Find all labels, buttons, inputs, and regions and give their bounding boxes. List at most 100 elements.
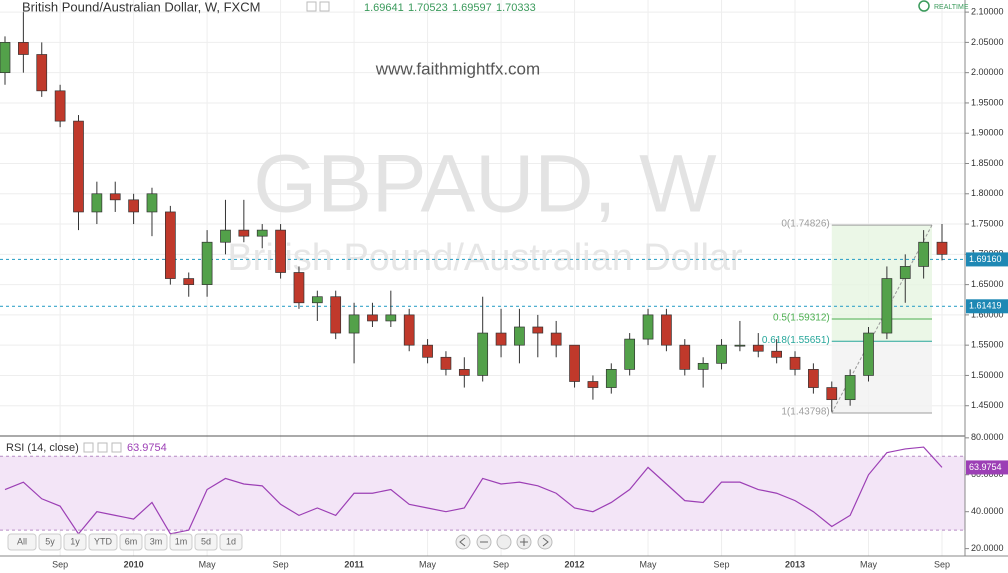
candle-body	[440, 356, 452, 370]
candle-body	[918, 241, 929, 267]
candle-body	[716, 344, 727, 364]
range-button[interactable]	[7, 533, 37, 551]
rsi-tag	[966, 460, 1008, 475]
candle-body	[587, 381, 599, 388]
range-label: 1y	[70, 536, 80, 546]
candle-body	[367, 314, 378, 322]
realtime-label: REALTIME	[934, 4, 969, 11]
y-tick-label: 1.45000	[971, 400, 1004, 410]
range-button[interactable]	[169, 533, 193, 551]
y-tick-label: 2.10000	[971, 6, 1004, 16]
x-tick-label: May	[199, 559, 217, 569]
candle-body	[477, 332, 489, 376]
candle-body	[679, 344, 691, 370]
y-tick-label: 1.75000	[971, 218, 1004, 228]
ohlc-value: 1.70523	[408, 2, 448, 14]
x-tick-label: May	[640, 559, 658, 569]
range-label: 1m	[175, 536, 188, 546]
range-label: All	[17, 536, 27, 546]
candle-body	[771, 350, 782, 358]
ohlc-values: 1.69641 1.70523 1.69597 1.70333	[364, 2, 536, 14]
icon[interactable]	[83, 442, 94, 453]
range-button[interactable]	[119, 533, 143, 551]
icon[interactable]	[97, 442, 108, 453]
candle-body	[165, 211, 176, 279]
y-tick-label: 1.80000	[971, 188, 1004, 198]
candle-body	[789, 356, 801, 370]
range-button[interactable]	[194, 533, 218, 551]
nav-reset[interactable]	[496, 534, 512, 550]
range-label: 6m	[125, 536, 138, 546]
y-tick-label: 40.0000	[971, 506, 1004, 516]
range-toolbar: All 5y 1y YTD 6m 3m 1m 5d 1d	[7, 533, 243, 551]
range-button[interactable]	[219, 533, 243, 551]
range-label: 1d	[226, 536, 236, 546]
y-tick-label: 1.90000	[971, 128, 1004, 138]
candle-body	[36, 54, 48, 92]
nav-buttons	[455, 534, 553, 550]
range-button[interactable]	[144, 533, 168, 551]
candle-body	[311, 296, 323, 304]
range-label: YTD	[94, 536, 113, 546]
y-tick-label: 1.50000	[971, 370, 1004, 380]
ohlc-value: 1.69641	[364, 2, 404, 14]
x-tick-label: 2013	[785, 559, 805, 569]
rsi-tag-label: 63.9754	[969, 462, 1002, 472]
realtime-icon	[918, 0, 930, 12]
y-tick-label: 1.55000	[971, 340, 1004, 350]
y-tick-label: 2.05000	[971, 37, 1004, 47]
x-tick-label: Sep	[273, 559, 289, 569]
nav-glyphs	[459, 537, 549, 547]
y-tick-label: 80.0000	[971, 432, 1004, 442]
icon[interactable]	[111, 442, 122, 453]
range-button[interactable]	[88, 533, 118, 551]
ohlc-value: 1.70333	[496, 2, 536, 14]
candle-body	[220, 229, 231, 243]
y-tick-label: 1.95000	[971, 97, 1004, 107]
range-button[interactable]	[38, 533, 62, 551]
nav-right[interactable]	[537, 534, 553, 550]
candle-body	[495, 332, 507, 346]
candle-body	[385, 314, 397, 322]
candle-body	[256, 229, 268, 237]
candle-body	[844, 375, 856, 401]
candle-body	[550, 332, 562, 346]
marks: 0(1.74826) 0.5(1.59312) 0.618(1.55651) 1(1.…	[0, 12, 965, 535]
range-label: 5d	[201, 536, 211, 546]
candle-body	[422, 344, 433, 358]
candle-body	[808, 369, 819, 388]
rsi-line	[4, 446, 943, 535]
y-tick-label: 2.00000	[971, 67, 1004, 77]
candle-body	[275, 229, 286, 273]
candle-body	[642, 314, 654, 340]
icon[interactable]	[319, 1, 330, 12]
candle-body	[91, 193, 103, 213]
candle-body	[605, 369, 617, 388]
x-tick-label: 2010	[124, 559, 144, 569]
candle-body	[936, 241, 948, 255]
candle-body	[403, 314, 415, 346]
rsi-title: RSI (14, close)	[6, 442, 79, 454]
y-tick-label: 1.65000	[971, 279, 1004, 289]
candle-body	[752, 344, 764, 352]
y-tick-label: 1.60000	[971, 309, 1004, 319]
range-button[interactable]	[63, 533, 87, 551]
x-tick-label: Sep	[934, 559, 950, 569]
candle-body	[18, 42, 29, 55]
rsi-band	[0, 456, 965, 531]
nav-left[interactable]	[455, 534, 471, 550]
ohlc-value: 1.69597	[452, 2, 492, 14]
candle-body	[532, 326, 544, 334]
x-tick-label: 2011	[344, 559, 364, 569]
candle-body	[293, 272, 305, 304]
candle-body	[899, 266, 911, 279]
range-label: 3m	[150, 536, 163, 546]
candle-body	[697, 362, 709, 370]
icon[interactable]	[306, 1, 317, 12]
y-tick-label: 20.0000	[971, 543, 1004, 553]
range-label: 5y	[45, 536, 55, 546]
candle-body	[109, 193, 121, 201]
candle-body	[201, 241, 213, 285]
fib-label: 0.618(1.55651)	[762, 335, 830, 346]
candle-body	[238, 229, 250, 237]
